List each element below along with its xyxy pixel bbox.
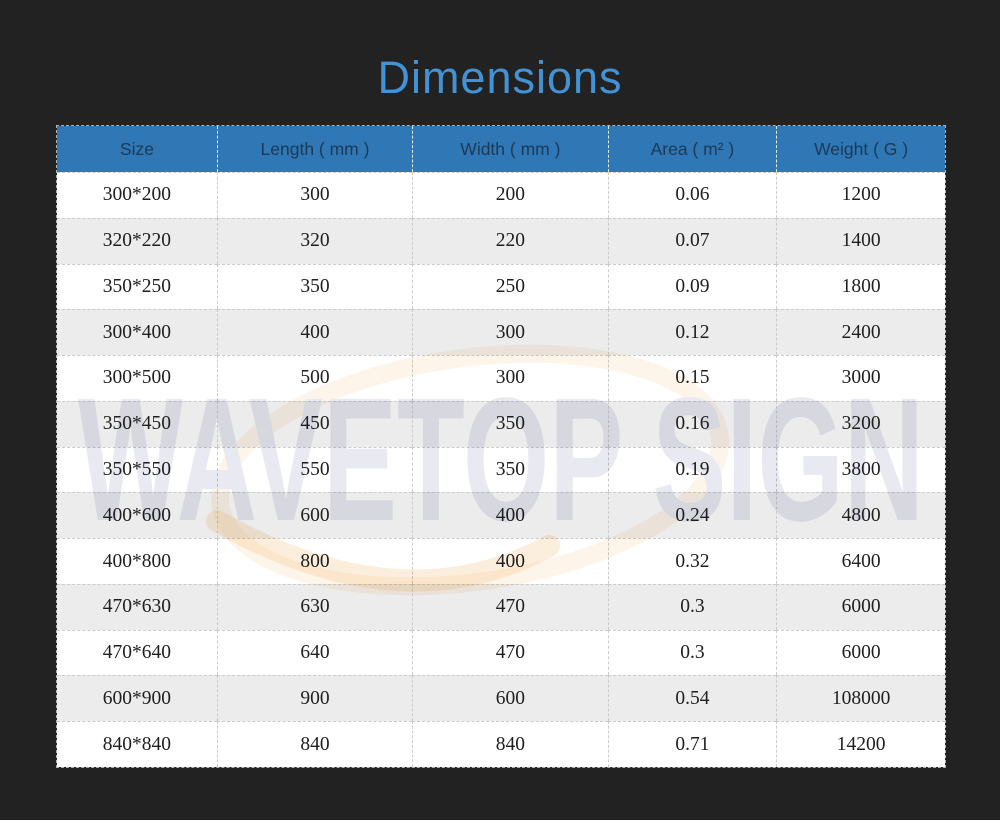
table-cell: 320: [216, 217, 413, 264]
table-row: 300*200 300 200 0.06 1200: [57, 172, 945, 218]
table-cell: 550: [216, 446, 413, 493]
table-cell: 0.3: [607, 583, 777, 630]
table-cell: 900: [216, 675, 413, 722]
table-cell: 600: [216, 492, 413, 539]
table-row: 400*800 800 400 0.32 6400: [57, 538, 945, 584]
table-cell: 470: [412, 583, 608, 630]
table-cell: 800: [216, 538, 413, 584]
header-cell: Length ( mm ): [216, 126, 412, 172]
table-cell: 108000: [776, 675, 945, 722]
table-cell: 6000: [776, 583, 945, 630]
table-row: 350*250 350 250 0.09 1800: [57, 263, 945, 310]
table-cell: 400*800: [57, 538, 217, 584]
page-title: Dimensions: [377, 52, 623, 103]
table-cell: 300*400: [57, 309, 217, 355]
header-cell: Area ( m² ): [607, 126, 777, 172]
table-cell: 300: [412, 355, 608, 401]
table-cell: 350*450: [57, 400, 217, 447]
table-cell: 14200: [776, 721, 945, 767]
table-cell: 350: [216, 263, 413, 310]
table-cell: 300: [412, 309, 608, 356]
table-cell: 470*640: [57, 629, 217, 676]
header-cell: Weight ( G ): [776, 126, 945, 172]
table-cell: 350*250: [57, 263, 217, 310]
table-cell: 400: [412, 492, 608, 539]
table-cell: 840: [216, 721, 413, 767]
table-cell: 0.06: [607, 172, 777, 218]
table-cell: 1800: [776, 263, 945, 310]
bottom-strip: [0, 820, 1000, 831]
header-cell: Width ( mm ): [412, 126, 607, 172]
table-row: 350*450 450 350 0.16 3200: [57, 400, 945, 447]
table-cell: 0.24: [607, 492, 777, 539]
table-cell: 6400: [776, 538, 945, 584]
table-cell: 0.16: [607, 400, 777, 447]
table-row: 470*640 640 470 0.3 6000: [57, 629, 945, 676]
table-cell: 1200: [776, 172, 945, 218]
table-cell: 840*840: [57, 721, 217, 767]
table-row: 300*400 400 300 0.12 2400: [57, 309, 945, 356]
table-row: 840*840 840 840 0.71 14200: [57, 721, 945, 767]
table-body: 300*200 300 200 0.06 1200 320*220 320 220 0.07 14…: [57, 172, 945, 767]
table-cell: 500: [216, 355, 413, 401]
dimensions-table: Size Length ( mm ) Width ( mm ) Area ( m² )…: [56, 125, 946, 768]
table-cell: 350: [412, 446, 608, 493]
table-cell: 0.19: [607, 446, 777, 493]
table-cell: 0.32: [607, 538, 777, 584]
table-row: 320*220 320 220 0.07 1400: [57, 217, 945, 264]
table-cell: 600*900: [57, 675, 217, 721]
table-cell: 3800: [776, 446, 945, 493]
table-cell: 350: [412, 400, 608, 447]
table-cell: 470*630: [57, 583, 217, 630]
table-cell: 3200: [776, 400, 945, 447]
table-cell: 300*200: [57, 172, 217, 218]
table-row: 470*630 630 470 0.3 6000: [57, 583, 945, 630]
table-cell: 0.15: [607, 355, 777, 401]
table-row: 350*550 550 350 0.19 3800: [57, 446, 945, 493]
table-cell: 2400: [776, 309, 945, 356]
table-cell: 0.3: [607, 629, 777, 676]
table-cell: 400: [216, 309, 413, 356]
table-row: 600*900 900 600 0.54 108000: [57, 675, 945, 722]
table-cell: 400: [412, 538, 608, 584]
table-cell: 600: [412, 675, 608, 722]
table-cell: 200: [412, 172, 608, 218]
table-row: 400*600 600 400 0.24 4800: [57, 492, 945, 539]
table-cell: 470: [412, 629, 608, 676]
table-header-row: Size Length ( mm ) Width ( mm ) Area ( m² )…: [57, 126, 945, 172]
table-cell: 0.54: [607, 675, 777, 722]
table-cell: 840: [412, 721, 608, 767]
table-cell: 300: [216, 172, 413, 218]
table-cell: 0.12: [607, 309, 777, 356]
table-cell: 220: [412, 217, 608, 264]
table-row: 300*500 500 300 0.15 3000: [57, 355, 945, 401]
table-cell: 400*600: [57, 492, 217, 538]
table-cell: 300*500: [57, 355, 217, 401]
table-cell: 640: [216, 629, 413, 676]
table-cell: 630: [216, 583, 413, 630]
header-cell: Size: [119, 138, 154, 159]
table-cell: 320*220: [57, 217, 217, 264]
table-cell: 0.09: [607, 263, 777, 310]
table-cell: 3000: [776, 355, 945, 401]
table-cell: 450: [216, 400, 413, 447]
table-cell: 4800: [776, 492, 945, 539]
table-cell: 250: [412, 263, 608, 310]
table-cell: 6000: [776, 629, 945, 676]
table-cell: 0.71: [607, 721, 777, 767]
table-cell: 350*550: [57, 446, 217, 493]
table-cell: 1400: [776, 217, 945, 264]
table-cell: 0.07: [607, 217, 777, 264]
